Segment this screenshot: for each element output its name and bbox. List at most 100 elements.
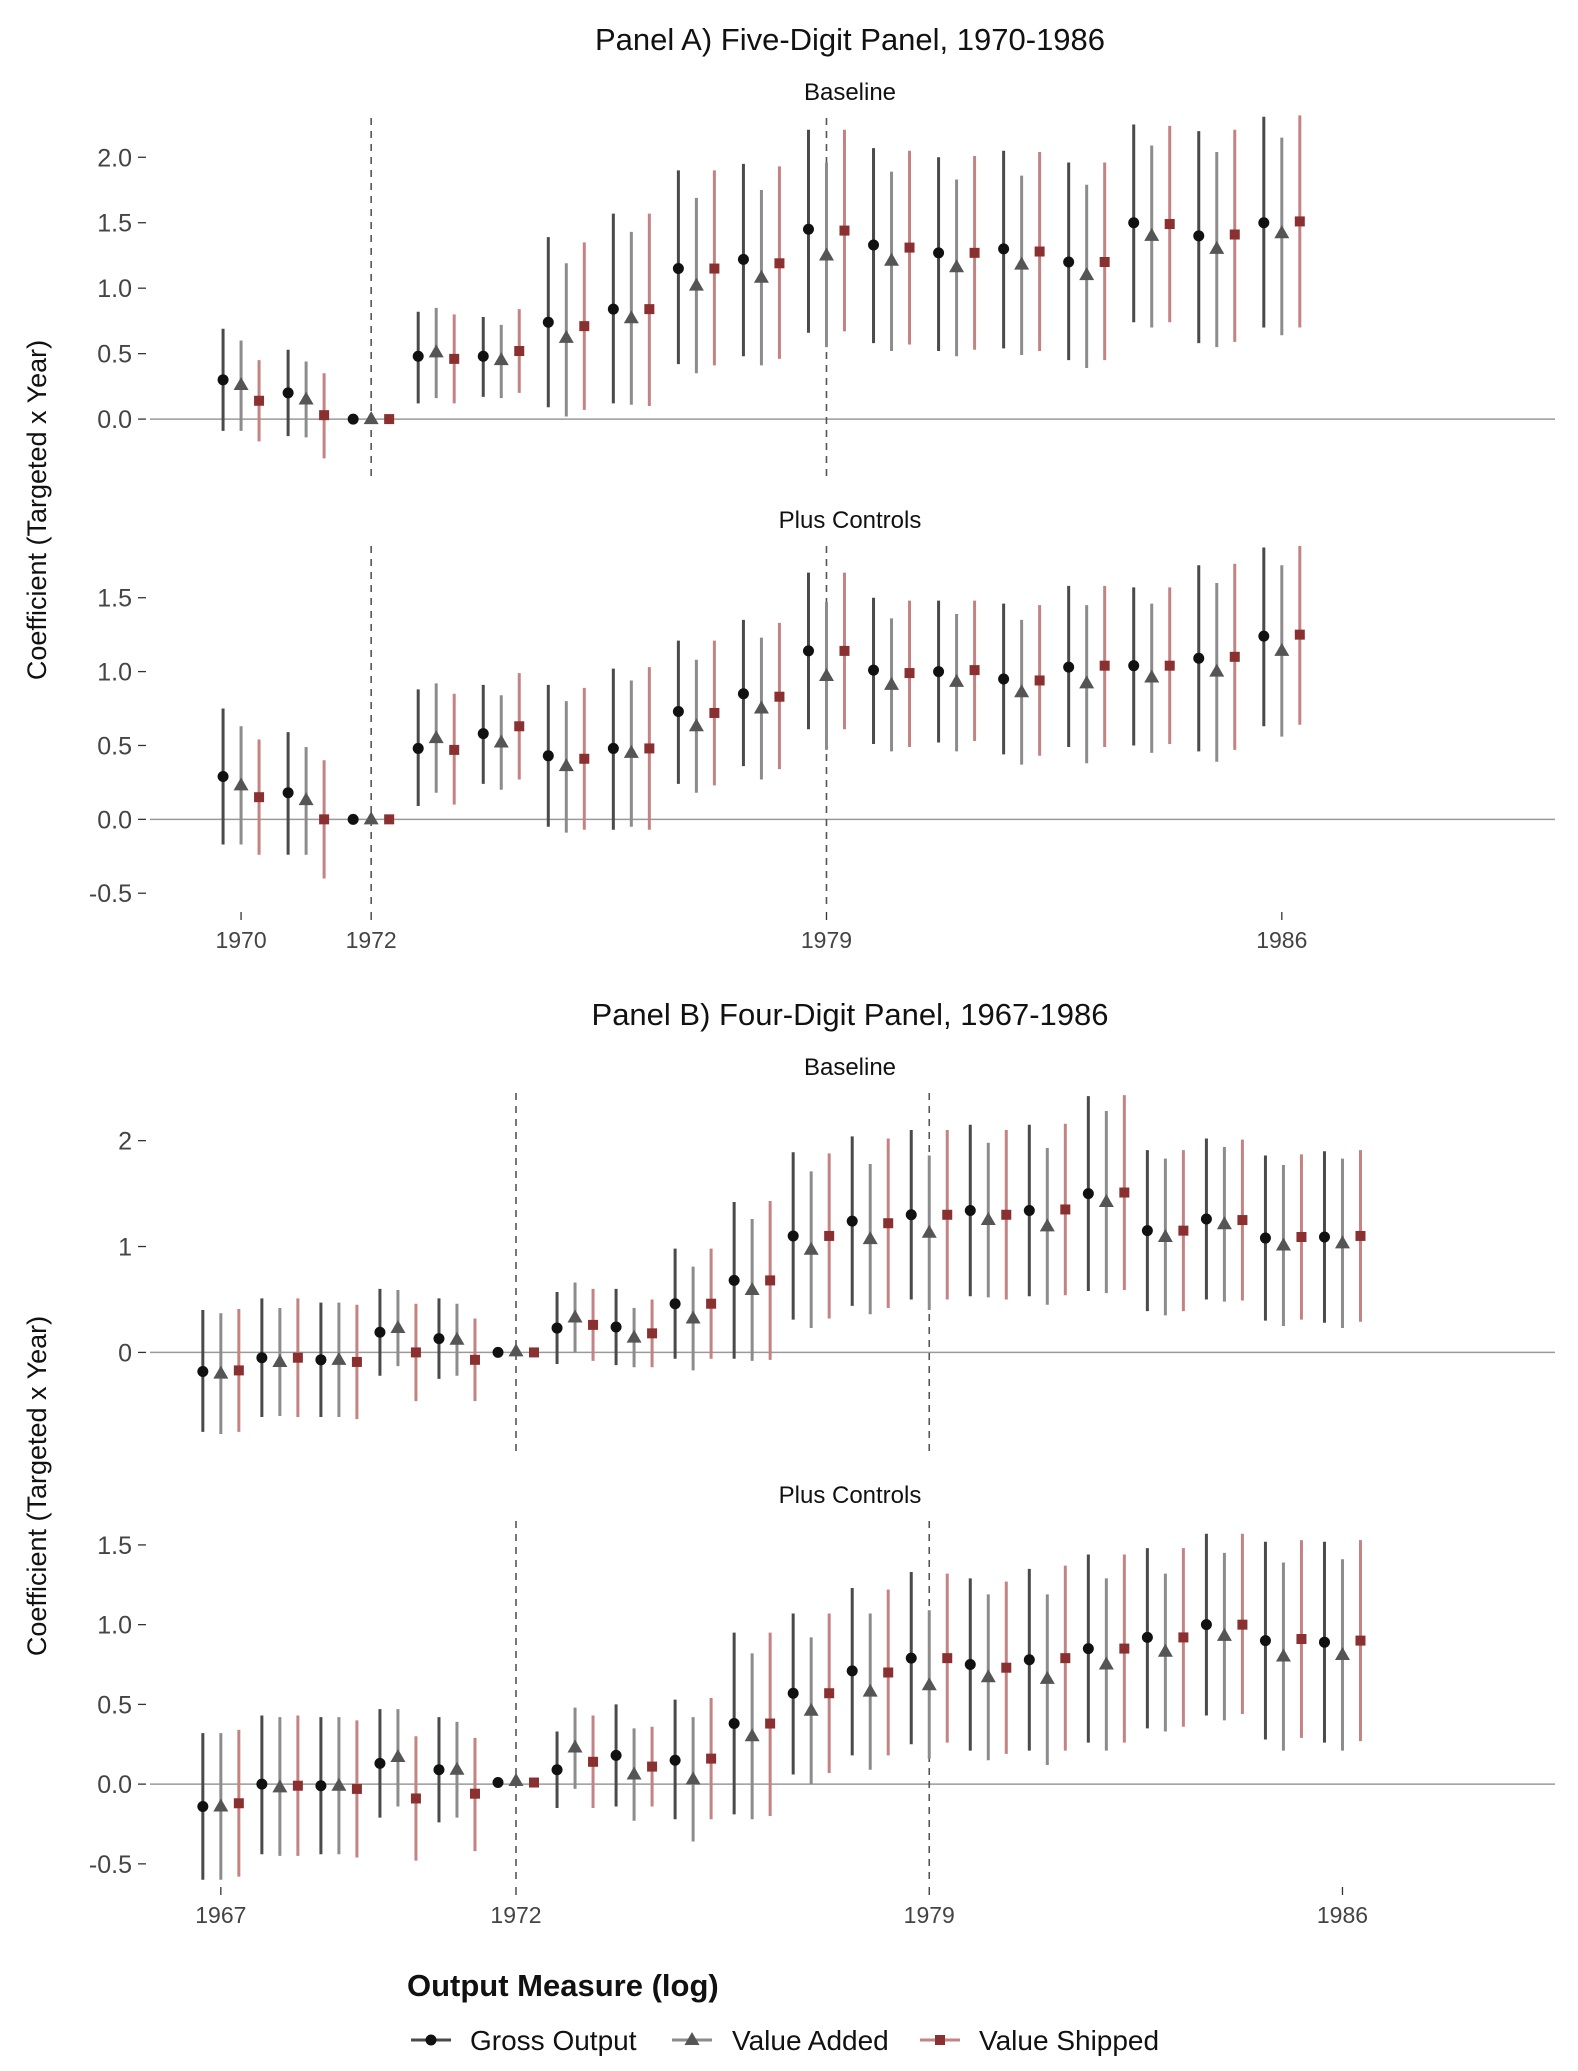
point-value-added — [558, 329, 574, 343]
point-value-shipped — [839, 645, 850, 656]
facet-b2-subtitle: Plus Controls — [779, 1482, 922, 1509]
point-value-added — [493, 352, 509, 366]
point-gross-output — [1318, 1231, 1330, 1243]
point-gross-output — [672, 705, 684, 717]
point-gross-output — [802, 223, 814, 235]
point-value-added — [803, 1241, 819, 1255]
point-value-added — [623, 744, 639, 758]
legend-label-value-added: Value Added — [732, 2025, 889, 2056]
facet-a2-subtitle: Plus Controls — [779, 507, 922, 534]
point-value-shipped — [1001, 1662, 1012, 1673]
point-value-shipped — [514, 346, 525, 357]
point-value-shipped — [774, 691, 785, 702]
point-gross-output — [412, 742, 424, 754]
point-gross-output — [868, 664, 880, 676]
point-gross-output — [542, 750, 554, 762]
point-gross-output — [964, 1205, 976, 1217]
point-gross-output — [672, 263, 684, 275]
point-value-shipped — [1237, 1215, 1248, 1226]
point-value-added — [803, 1702, 819, 1716]
point-gross-output — [1128, 660, 1140, 672]
point-gross-output — [1128, 217, 1140, 229]
point-value-added — [298, 391, 314, 405]
point-gross-output — [477, 728, 489, 740]
facet-a-baseline: 0.0 0.5 1.0 1.5 2.0 — [97, 115, 1555, 478]
point-value-shipped — [1229, 651, 1240, 662]
point-value-shipped — [529, 1347, 540, 1358]
point-value-shipped — [644, 743, 655, 754]
point-gross-output — [197, 1365, 209, 1377]
point-gross-output — [905, 1209, 917, 1221]
point-value-added — [508, 1343, 524, 1357]
y-tick-label: 0.5 — [97, 732, 132, 760]
legend-item-value-shipped: Value Shipped — [920, 2025, 1159, 2056]
legend-label-value-shipped: Value Shipped — [979, 2025, 1159, 2056]
y-tick-label: 1.0 — [97, 275, 132, 303]
point-gross-output — [964, 1659, 976, 1671]
point-value-shipped — [1060, 1204, 1071, 1215]
point-value-added — [685, 1310, 701, 1324]
point-gross-output — [1063, 256, 1075, 268]
point-value-added — [449, 1331, 465, 1345]
point-value-shipped — [449, 744, 460, 755]
point-value-shipped — [883, 1218, 894, 1229]
point-gross-output — [374, 1757, 386, 1769]
point-value-added — [1079, 675, 1095, 689]
point-value-shipped — [765, 1718, 776, 1729]
point-value-added — [272, 1353, 288, 1367]
point-value-added — [884, 676, 900, 690]
x-tick-label: 1986 — [1256, 927, 1307, 953]
point-value-added — [921, 1224, 937, 1238]
y-tick-label: -0.5 — [89, 1851, 132, 1879]
point-value-shipped — [292, 1780, 303, 1791]
point-value-added — [1274, 225, 1290, 239]
facet-b-baseline: 0 1 2 — [118, 1093, 1555, 1453]
legend-key-triangle-icon — [684, 2032, 700, 2045]
point-value-shipped — [1034, 675, 1045, 686]
point-value-added — [1274, 642, 1290, 656]
point-value-shipped — [942, 1653, 953, 1664]
point-value-added — [1334, 1235, 1350, 1249]
point-gross-output — [1141, 1225, 1153, 1237]
point-value-shipped — [969, 247, 980, 258]
point-value-shipped — [254, 792, 265, 803]
point-gross-output — [998, 243, 1010, 255]
y-tick-label: -0.5 — [89, 880, 132, 908]
point-value-added — [331, 1351, 347, 1365]
point-value-added — [623, 310, 639, 324]
point-value-shipped — [709, 263, 720, 274]
point-gross-output — [607, 742, 619, 754]
y-tick-label: 0.0 — [97, 806, 132, 834]
point-value-added — [980, 1669, 996, 1683]
facet-b-plus-controls: -0.5 0.0 0.5 1.0 1.5 1967 1972 1979 1986 — [89, 1521, 1555, 1928]
point-gross-output — [256, 1778, 268, 1790]
point-value-shipped — [1178, 1225, 1189, 1236]
point-value-added — [363, 411, 379, 425]
point-value-added — [1275, 1237, 1291, 1251]
point-gross-output — [347, 813, 359, 825]
point-gross-output — [737, 688, 749, 700]
point-gross-output — [217, 374, 229, 386]
point-gross-output — [492, 1777, 504, 1789]
x-tick-label: 1979 — [801, 927, 852, 953]
point-value-shipped — [706, 1753, 717, 1764]
point-value-added — [980, 1212, 996, 1226]
point-gross-output — [542, 316, 554, 328]
point-gross-output — [1318, 1636, 1330, 1648]
point-value-added — [1098, 1656, 1114, 1670]
x-tick-label: 1972 — [346, 927, 397, 953]
y-tick-label: 0.5 — [97, 1691, 132, 1719]
point-value-added — [688, 277, 704, 291]
point-gross-output — [802, 645, 814, 657]
point-value-added — [1144, 669, 1160, 683]
point-value-added — [390, 1749, 406, 1763]
y-tick-label: 0.0 — [97, 1771, 132, 1799]
point-value-shipped — [824, 1688, 835, 1699]
point-gross-output — [669, 1298, 681, 1310]
point-value-added — [818, 668, 834, 682]
point-value-shipped — [839, 225, 850, 236]
x-tick-label: 1979 — [904, 1902, 955, 1928]
point-value-shipped — [351, 1356, 362, 1367]
point-value-added — [1039, 1670, 1055, 1684]
